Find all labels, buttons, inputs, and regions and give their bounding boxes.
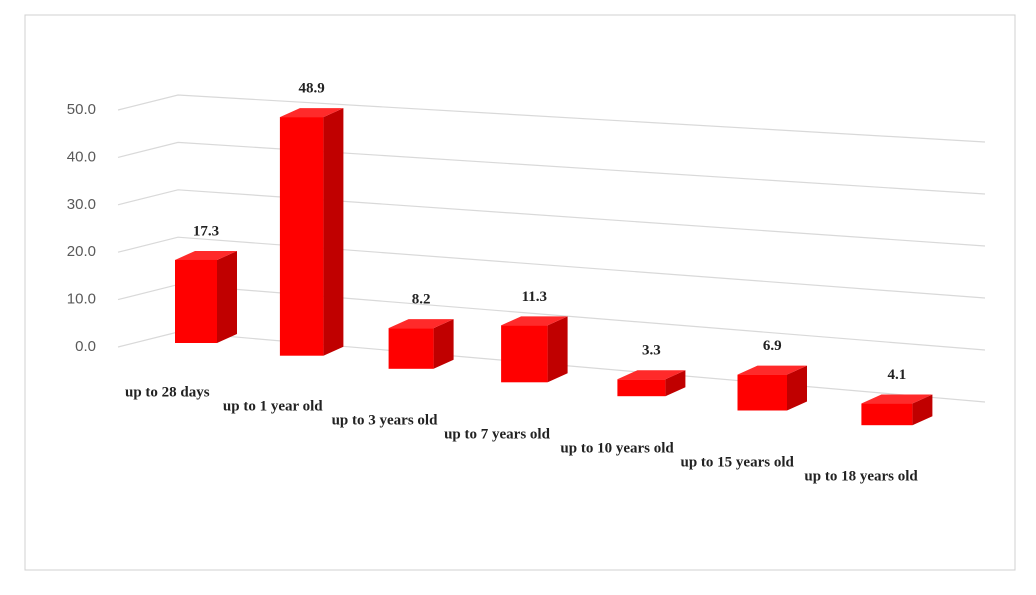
bar xyxy=(501,325,548,383)
grid-line xyxy=(117,189,986,247)
y-tick-label: 30.0 xyxy=(67,196,96,213)
bar-top xyxy=(737,365,807,375)
value-label: 6.9 xyxy=(763,338,782,354)
y-tick-label: 50.0 xyxy=(67,101,96,118)
bar-top xyxy=(617,370,686,380)
x-tick-label: up to 10 years old xyxy=(560,440,674,456)
bar-side xyxy=(217,250,237,343)
x-tick-label: up to 7 years old xyxy=(444,426,550,442)
value-label: 48.9 xyxy=(299,81,325,97)
x-tick-label: up to 1 year old xyxy=(223,398,323,414)
y-tick-label: 0.0 xyxy=(75,338,96,355)
bar-group xyxy=(175,250,237,343)
bar-side xyxy=(323,108,344,356)
grid-line xyxy=(117,141,986,195)
bar-side xyxy=(433,319,454,369)
bar xyxy=(388,328,434,369)
value-label: 3.3 xyxy=(642,343,661,359)
x-tick-label: up to 28 days xyxy=(125,384,210,400)
bar xyxy=(279,117,324,356)
chart-frame xyxy=(24,14,1016,571)
bar-group xyxy=(617,370,686,397)
bar xyxy=(861,403,913,426)
bar-top xyxy=(175,250,237,260)
value-label: 17.3 xyxy=(193,223,219,239)
bar xyxy=(737,374,787,411)
grid-line xyxy=(117,236,986,299)
bar-group xyxy=(861,394,933,426)
bar-side xyxy=(912,394,933,426)
bar xyxy=(175,259,217,343)
bar-group xyxy=(279,108,344,356)
bar-side xyxy=(547,316,568,383)
grid-line xyxy=(117,94,986,143)
value-label: 11.3 xyxy=(522,289,547,305)
bar-top xyxy=(388,319,454,329)
x-tick-label: up to 18 years old xyxy=(804,468,918,484)
bar-top xyxy=(501,316,568,326)
value-label: 4.1 xyxy=(888,367,907,383)
bar-side xyxy=(665,370,686,397)
x-tick-label: up to 3 years old xyxy=(332,412,439,428)
value-label: 8.2 xyxy=(412,292,431,308)
bar-group xyxy=(388,319,454,369)
y-tick-label: 40.0 xyxy=(67,148,96,165)
bar-group xyxy=(501,316,568,383)
x-tick-label: up to 15 years old xyxy=(681,454,795,470)
bar-side xyxy=(787,365,807,411)
y-tick-label: 20.0 xyxy=(67,243,96,260)
bar-group xyxy=(737,365,807,411)
bar xyxy=(617,379,666,397)
bar-top xyxy=(279,108,344,118)
bar-top xyxy=(861,394,933,404)
y-tick-label: 10.0 xyxy=(67,291,96,308)
